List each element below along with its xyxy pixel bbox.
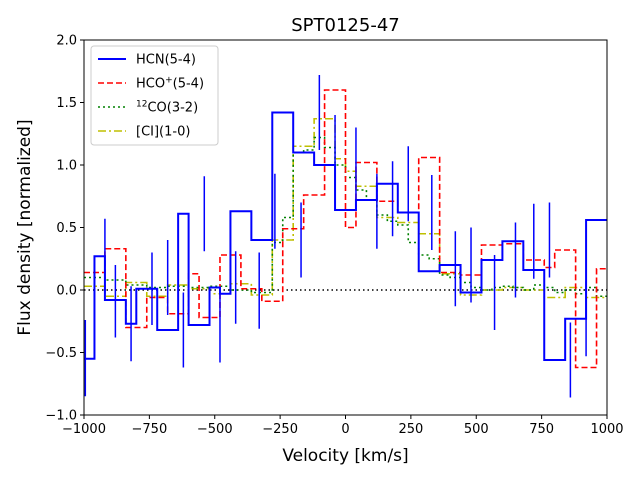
legend-label-2: 12CO(3-2)	[136, 100, 198, 116]
chart-title: SPT0125-47	[291, 15, 399, 36]
x-tick-label: −250	[262, 422, 298, 437]
x-tick-label: −1000	[62, 422, 106, 437]
legend-label-1: HCO+(5-4)	[136, 76, 204, 92]
legend: HCN(5-4) HCO+(5-4) 12CO(3-2) [CI](1-0)	[90, 45, 219, 146]
y-tick-label: 0.5	[56, 221, 77, 236]
legend-label-0: HCN(5-4)	[136, 53, 196, 68]
legend-label-3: [CI](1-0)	[136, 125, 190, 140]
x-axis: −1000 −750 −500 −250 0 250 500 750 1000	[62, 415, 624, 437]
y-axis: −1.0 −0.5 0.0 0.5 1.0 1.5 2.0	[45, 34, 84, 424]
x-tick-label: 250	[398, 422, 423, 437]
x-axis-label: Velocity [km/s]	[282, 446, 408, 466]
x-tick-label: 1000	[590, 422, 623, 437]
y-tick-label: 1.5	[56, 96, 77, 111]
y-tick-label: −0.5	[45, 346, 77, 361]
x-tick-label: 500	[464, 422, 489, 437]
y-tick-label: 0.0	[56, 284, 77, 299]
x-tick-label: −500	[197, 422, 233, 437]
y-tick-label: 1.0	[56, 159, 77, 174]
x-tick-label: 0	[341, 422, 349, 437]
y-axis-label: Flux density [normalized]	[15, 119, 35, 335]
y-tick-label: 2.0	[56, 34, 77, 49]
y-tick-label: −1.0	[45, 409, 77, 424]
legend-box	[90, 45, 219, 146]
plot-area	[84, 75, 607, 398]
x-tick-label: 750	[529, 422, 554, 437]
x-tick-label: −750	[132, 422, 168, 437]
series-line-3	[84, 117, 607, 299]
